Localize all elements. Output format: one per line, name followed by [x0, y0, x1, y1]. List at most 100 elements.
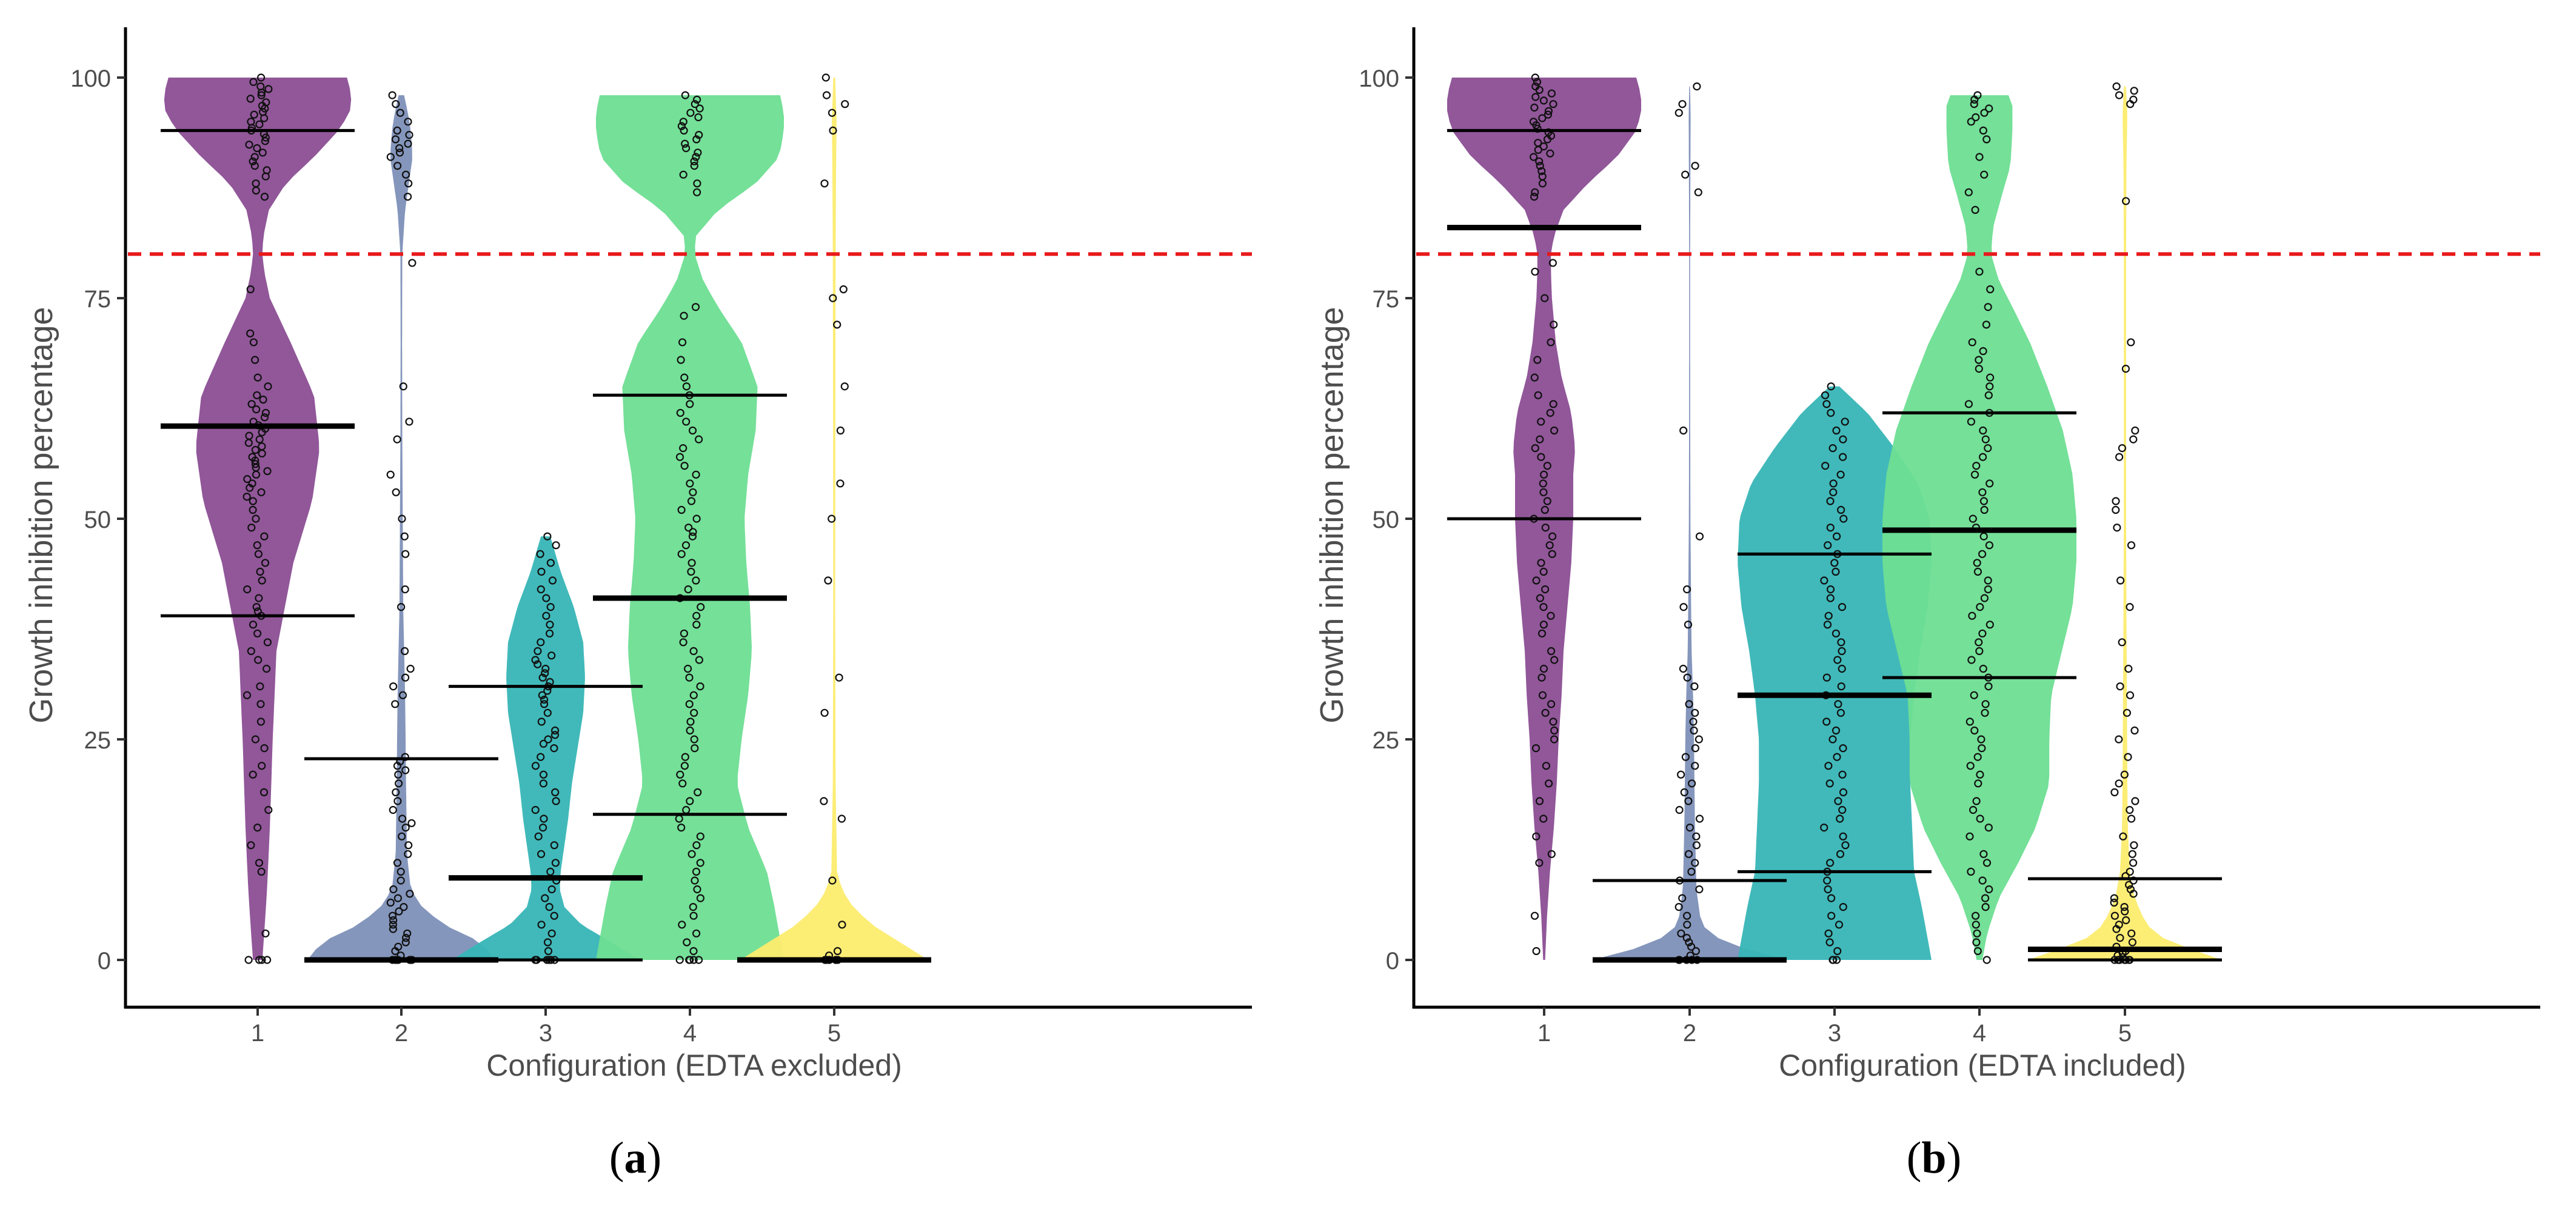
- data-point: [1839, 788, 1848, 797]
- data-point: [403, 193, 412, 201]
- data-point: [692, 576, 700, 585]
- data-point: [1683, 673, 1691, 682]
- data-point: [1828, 444, 1837, 453]
- data-point: [1823, 876, 1832, 885]
- data-point: [551, 788, 560, 797]
- data-point: [394, 779, 403, 788]
- data-point: [537, 718, 546, 726]
- x-tick-label: 3: [539, 1020, 552, 1047]
- violin-config-3: [452, 536, 640, 960]
- data-point: [1541, 523, 1550, 532]
- data-point: [396, 108, 404, 117]
- data-point: [546, 621, 554, 629]
- data-point: [260, 193, 269, 201]
- data-point: [404, 139, 412, 148]
- data-point: [690, 157, 698, 165]
- data-point: [255, 594, 263, 602]
- data-point: [2123, 708, 2131, 717]
- data-point: [692, 470, 700, 479]
- data-point: [1538, 114, 1547, 122]
- data-point: [2126, 691, 2135, 699]
- data-point: [258, 449, 266, 458]
- data-point: [679, 118, 687, 126]
- y-tick-label: 0: [98, 948, 111, 974]
- data-point: [687, 559, 696, 567]
- data-point: [1976, 814, 1984, 823]
- data-point: [1984, 585, 1992, 594]
- data-point: [260, 114, 269, 122]
- data-point: [1969, 805, 1978, 814]
- data-point: [1542, 762, 1550, 770]
- data-point: [1984, 303, 1992, 311]
- data-point: [1986, 621, 1994, 629]
- data-point: [1539, 602, 1548, 611]
- data-point: [537, 567, 546, 576]
- data-point: [1681, 170, 1690, 179]
- data-point: [1683, 911, 1691, 920]
- data-point: [677, 550, 686, 558]
- data-point: [1972, 911, 1980, 920]
- data-point: [681, 753, 689, 761]
- data-point: [393, 762, 402, 770]
- data-point: [393, 435, 401, 444]
- data-point: [1838, 805, 1847, 814]
- data-point: [691, 303, 700, 311]
- data-point: [1980, 594, 1989, 602]
- data-point: [1530, 153, 1538, 161]
- data-point: [393, 894, 403, 902]
- data-point: [408, 259, 417, 267]
- data-point: [257, 867, 266, 876]
- data-point: [690, 708, 698, 717]
- data-point: [684, 523, 693, 532]
- data-point: [1979, 497, 1988, 505]
- data-point: [1821, 461, 1830, 470]
- data-point: [1975, 356, 1983, 364]
- data-point: [393, 797, 402, 805]
- data-point: [1685, 938, 1693, 947]
- data-point: [680, 762, 689, 770]
- data-point: [401, 823, 410, 832]
- data-point: [1839, 453, 1847, 461]
- data-point: [1967, 867, 1975, 876]
- data-point: [1838, 647, 1846, 656]
- data-point: [401, 170, 410, 179]
- data-point: [1544, 110, 1552, 119]
- data-point: [829, 294, 837, 302]
- data-point: [1547, 611, 1555, 620]
- data-point: [2129, 876, 2138, 885]
- y-tick-label: 25: [1373, 727, 1400, 754]
- data-point: [1973, 929, 1981, 938]
- data-point: [1841, 841, 1850, 850]
- data-point: [259, 788, 269, 797]
- data-point: [695, 656, 704, 664]
- data-point: [1533, 356, 1542, 364]
- data-point: [1837, 505, 1845, 515]
- data-point: [550, 726, 560, 735]
- data-point: [1687, 867, 1696, 876]
- data-point: [1537, 418, 1545, 426]
- data-point: [1972, 938, 1981, 947]
- data-point: [1826, 585, 1835, 594]
- data-point: [1541, 585, 1550, 594]
- data-point: [255, 859, 264, 867]
- data-point: [1822, 673, 1831, 682]
- data-point: [1691, 162, 1699, 170]
- data-point: [1538, 179, 1547, 188]
- data-point: [1539, 664, 1548, 673]
- data-point: [1977, 735, 1986, 744]
- data-point: [677, 356, 685, 364]
- data-point: [252, 186, 260, 195]
- data-point: [1975, 267, 1984, 276]
- data-point: [254, 550, 263, 558]
- data-point: [1543, 497, 1551, 505]
- data-point: [1981, 902, 1990, 911]
- data-point: [833, 947, 842, 956]
- data-point: [253, 541, 261, 550]
- data-point: [249, 157, 257, 165]
- data-point: [692, 611, 701, 620]
- data-point: [243, 475, 252, 484]
- data-point: [531, 656, 540, 664]
- data-point: [2116, 933, 2124, 942]
- data-point: [692, 867, 701, 876]
- data-point: [1537, 167, 1546, 175]
